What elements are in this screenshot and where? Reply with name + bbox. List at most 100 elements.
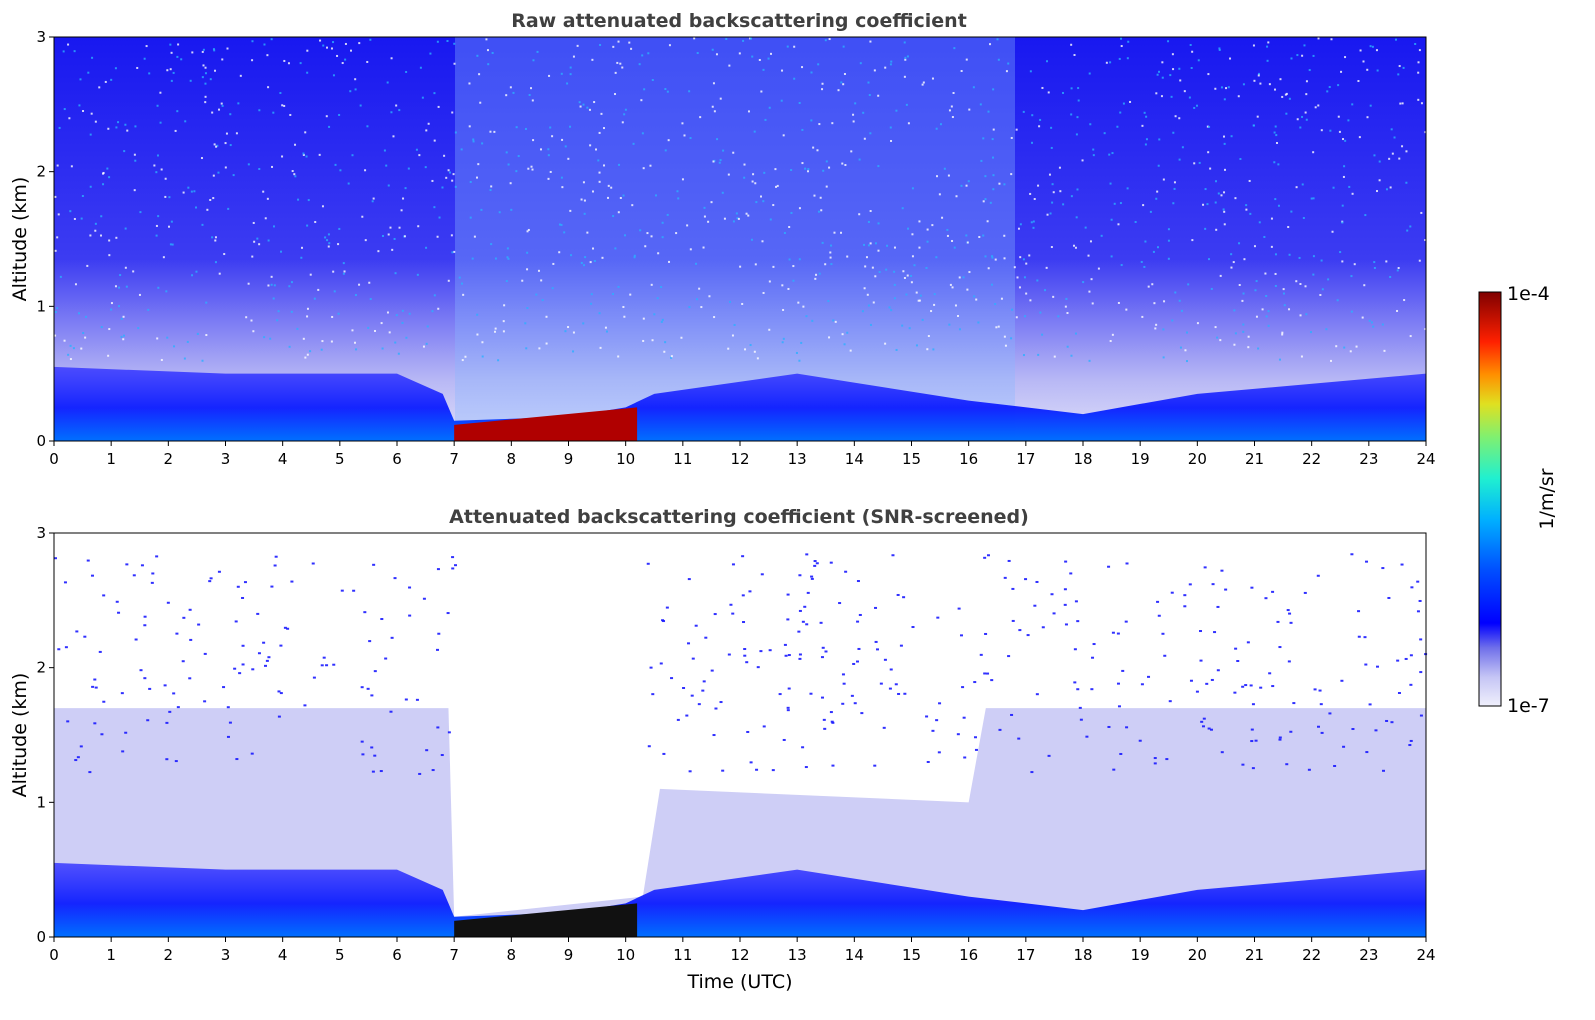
speckle-dot — [829, 711, 833, 714]
speckle-dot — [253, 240, 256, 243]
speckle-dot — [1233, 309, 1236, 312]
speckle-dot — [1070, 43, 1073, 46]
speckle-dot — [1158, 138, 1161, 141]
speckle-dot — [767, 57, 770, 60]
speckle-dot — [1028, 254, 1031, 257]
speckle-dot — [1208, 258, 1211, 261]
speckle-dot — [314, 221, 317, 224]
x-tick-label: 0 — [49, 450, 59, 468]
y-tick-label: 2 — [36, 659, 46, 677]
speckle-dot — [1041, 86, 1044, 89]
speckle-dot — [841, 333, 844, 336]
speckle-dot — [453, 42, 456, 45]
speckle-dot — [1206, 125, 1209, 128]
speckle-dot — [226, 706, 230, 709]
x-tick-label: 5 — [335, 450, 345, 468]
speckle-dot — [333, 290, 336, 293]
speckle-dot — [505, 94, 508, 97]
speckle-dot — [1329, 129, 1332, 132]
speckle-dot — [63, 581, 67, 584]
speckle-dot — [552, 262, 555, 265]
speckle-dot — [293, 173, 296, 176]
speckle-dot — [699, 116, 702, 119]
speckle-dot — [74, 283, 77, 286]
speckle-dot — [302, 153, 305, 156]
speckle-dot — [1165, 758, 1169, 761]
speckle-dot — [1249, 684, 1253, 687]
speckle-dot — [932, 348, 935, 351]
speckle-dot — [330, 340, 333, 343]
speckle-dot — [1155, 92, 1158, 95]
speckle-dot — [605, 330, 608, 333]
speckle-dot — [727, 653, 731, 656]
speckle-dot — [1301, 183, 1304, 186]
speckle-dot — [683, 134, 686, 137]
speckle-dot — [921, 83, 924, 86]
speckle-dot — [433, 139, 436, 142]
speckle-dot — [108, 176, 111, 179]
speckle-dot — [343, 270, 346, 273]
speckle-dot — [822, 718, 826, 721]
speckle-dot — [206, 208, 209, 211]
speckle-dot — [417, 225, 420, 228]
speckle-dot — [1234, 332, 1237, 335]
speckle-dot — [349, 90, 352, 93]
speckle-dot — [768, 280, 771, 283]
speckle-dot — [624, 108, 627, 111]
speckle-dot — [655, 194, 658, 197]
speckle-dot — [820, 656, 824, 659]
speckle-dot — [1300, 355, 1303, 358]
speckle-dot — [1087, 254, 1090, 257]
speckle-dot — [451, 556, 455, 559]
speckle-dot — [287, 62, 290, 65]
speckle-dot — [991, 255, 994, 258]
speckle-dot — [1381, 567, 1385, 570]
speckle-dot — [212, 174, 215, 177]
speckle-dot — [666, 213, 669, 216]
speckle-dot — [618, 163, 621, 166]
speckle-dot — [746, 730, 750, 733]
speckle-dot — [204, 95, 207, 98]
speckle-dot — [973, 736, 977, 739]
speckle-dot — [592, 247, 595, 250]
speckle-dot — [1274, 253, 1277, 256]
speckle-dot — [987, 110, 990, 113]
speckle-dot — [450, 234, 453, 237]
speckle-dot — [951, 286, 954, 289]
speckle-dot — [1420, 211, 1423, 214]
speckle-dot — [1305, 93, 1308, 96]
speckle-dot — [214, 69, 217, 72]
colorbar-max-label: 1e-4 — [1507, 283, 1550, 305]
speckle-dot — [994, 303, 997, 306]
speckle-dot — [737, 217, 740, 220]
speckle-dot — [682, 687, 686, 690]
speckle-dot — [1355, 345, 1358, 348]
speckle-dot — [200, 157, 203, 160]
speckle-dot — [57, 648, 61, 651]
x-tick-label: 7 — [449, 450, 459, 468]
speckle-dot — [685, 714, 689, 717]
speckle-dot — [1025, 262, 1028, 265]
speckle-dot — [582, 322, 585, 325]
speckle-dot — [906, 55, 909, 58]
speckle-dot — [1369, 45, 1372, 48]
speckle-dot — [603, 127, 606, 130]
speckle-dot — [707, 220, 710, 223]
speckle-dot — [1167, 239, 1170, 242]
speckle-dot — [220, 102, 223, 105]
speckle-dot — [388, 331, 391, 334]
speckle-dot — [843, 73, 846, 76]
speckle-dot — [1373, 266, 1376, 269]
speckle-dot — [328, 242, 331, 245]
speckle-dot — [989, 201, 992, 204]
speckle-dot — [446, 39, 449, 42]
speckle-dot — [169, 43, 172, 46]
speckle-dot — [143, 615, 147, 618]
speckle-dot — [1202, 203, 1205, 206]
speckle-dot — [368, 281, 371, 284]
speckle-dot — [468, 82, 471, 85]
speckle-dot — [267, 239, 270, 242]
speckle-dot — [966, 288, 969, 291]
speckle-dot — [1120, 45, 1123, 48]
speckle-dot — [251, 255, 254, 258]
